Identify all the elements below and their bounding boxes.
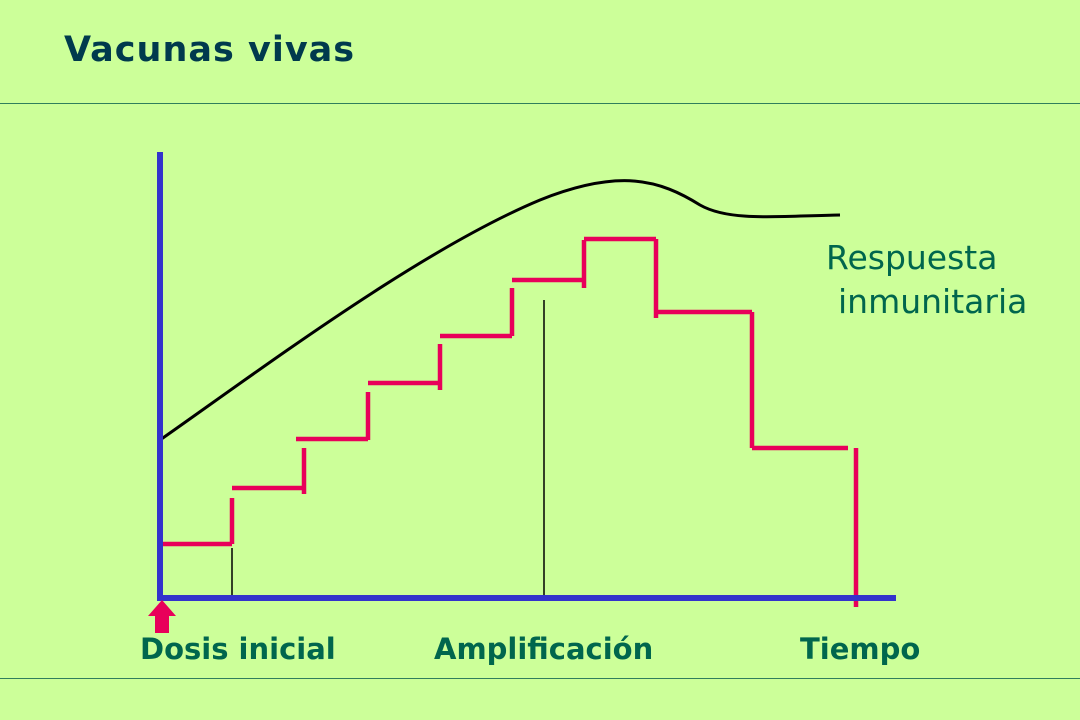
response-label-line1: Respuesta xyxy=(826,238,998,277)
initial-dose-arrow-icon xyxy=(148,600,176,633)
page-title: Vacunas vivas xyxy=(64,30,356,70)
response-label-line2: inmunitaria xyxy=(838,282,1028,321)
x-label-time: Tiempo xyxy=(800,632,921,666)
x-label-amplification: Amplificación xyxy=(434,632,654,666)
x-label-initial-dose: Dosis inicial xyxy=(140,632,336,666)
response-label: Respuesta inmunitaria xyxy=(826,236,1027,324)
bottom-divider xyxy=(0,678,1080,679)
immune-response-curve xyxy=(159,179,841,442)
antigen-steps xyxy=(162,236,859,607)
top-divider xyxy=(0,103,1080,104)
